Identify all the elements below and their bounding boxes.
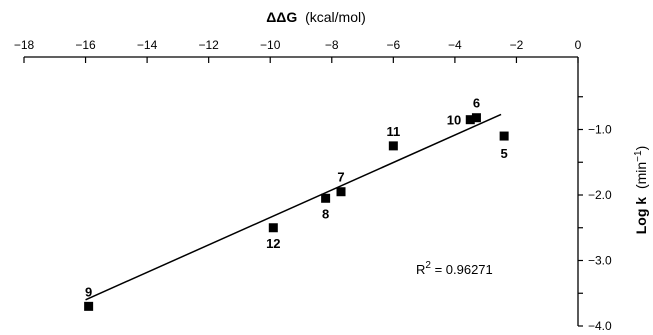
point-label: 10 xyxy=(447,113,461,128)
data-point xyxy=(471,113,481,123)
x-tick-label: −10 xyxy=(260,38,281,52)
point-label: 5 xyxy=(501,146,508,161)
point-labels: 9 12 8 7 11 10 6 5 xyxy=(85,96,508,300)
x-tick-label: −8 xyxy=(325,38,339,52)
data-point xyxy=(465,115,475,125)
y-tick-label: −4.0 xyxy=(588,319,612,333)
data-point xyxy=(388,141,398,151)
data-points xyxy=(84,113,509,311)
x-tick-label: −12 xyxy=(198,38,219,52)
y-tick-label: −1.0 xyxy=(588,123,612,137)
fit-line xyxy=(85,113,502,301)
point-label: 6 xyxy=(473,96,480,111)
x-tick-label: 0 xyxy=(575,38,582,52)
x-tick-label: −14 xyxy=(137,38,158,52)
x-tick-label: −18 xyxy=(14,38,35,52)
data-point xyxy=(84,301,94,311)
x-axis-title: ΔΔG (kcal/mol) xyxy=(266,9,366,25)
point-label: 8 xyxy=(322,206,329,221)
r-squared-annotation: R2 = 0.96271 xyxy=(416,260,493,277)
x-tick-label: −2 xyxy=(510,38,524,52)
data-point xyxy=(499,131,509,141)
data-point xyxy=(268,223,278,233)
point-label: 7 xyxy=(337,170,344,185)
data-point xyxy=(321,193,331,203)
axes: −18 −16 −14 −12 −10 −8 −6 −4 −2 0 −1.0 −2.0 −3.0 −4.0 xyxy=(14,38,612,333)
point-label: 9 xyxy=(85,284,92,299)
point-label: 12 xyxy=(266,236,280,251)
x-tick-label: −4 xyxy=(448,38,462,52)
data-point xyxy=(336,187,346,197)
point-label: 11 xyxy=(386,124,400,139)
x-tick-label: −6 xyxy=(386,38,400,52)
y-tick-label: −2.0 xyxy=(588,188,612,202)
fit-line-group xyxy=(85,113,502,301)
y-axis-title: Log k (min−1) xyxy=(633,146,649,235)
x-tick-label: −16 xyxy=(75,38,96,52)
y-tick-label: −3.0 xyxy=(588,254,612,268)
